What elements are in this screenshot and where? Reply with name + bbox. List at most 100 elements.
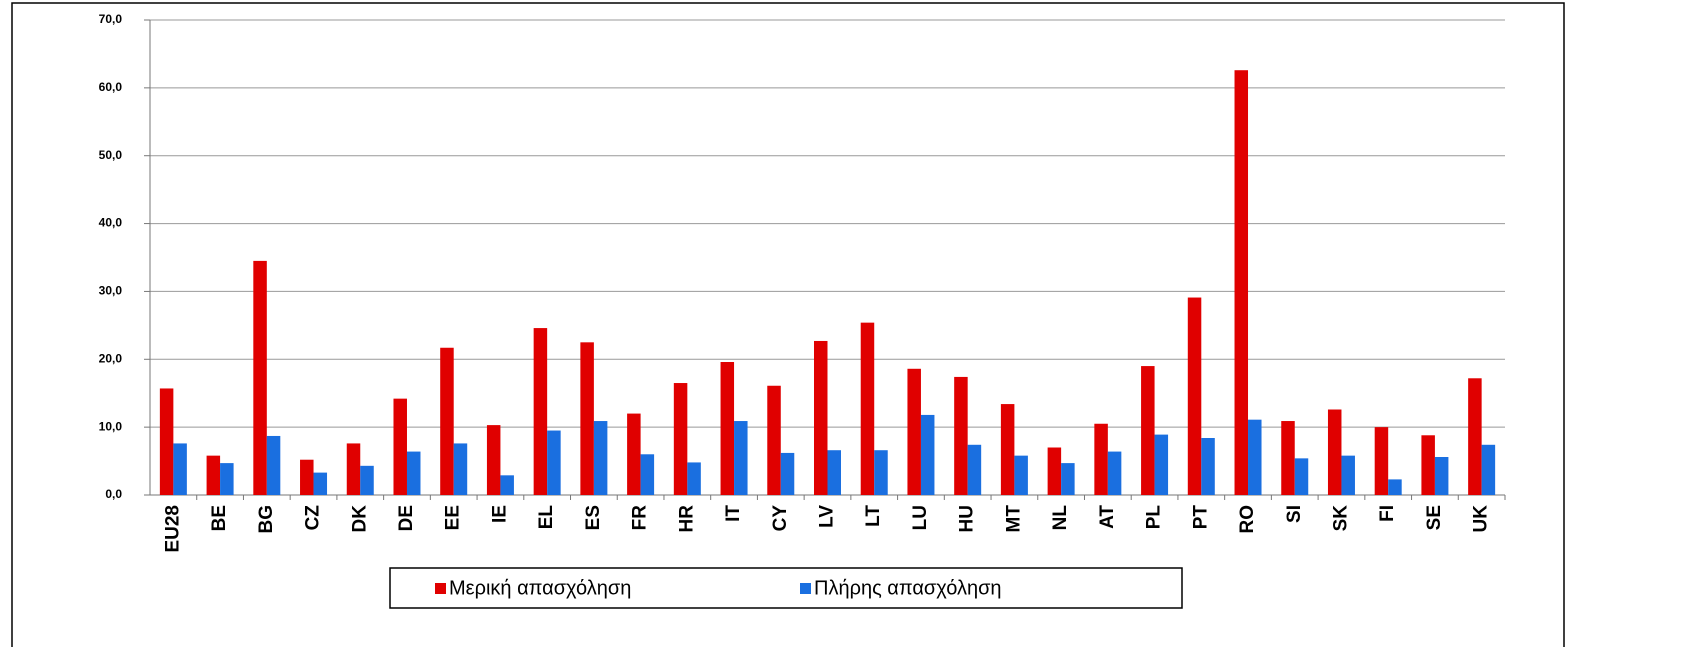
x-tick-label: CY [770, 505, 791, 532]
bar [1234, 70, 1249, 495]
bar [1248, 419, 1262, 495]
x-tick-label: FR [630, 505, 651, 531]
x-tick-label: EL [536, 505, 557, 530]
x-tick-label: BG [256, 505, 277, 534]
x-tick-label: EE [443, 505, 464, 530]
bar [1434, 457, 1449, 495]
x-tick-label: CZ [303, 505, 324, 531]
legend-label: Μερική απασχόληση [449, 577, 631, 599]
y-tick-label: 40,0 [99, 216, 123, 230]
bar [593, 421, 608, 495]
bar [440, 347, 454, 495]
x-tick-label: SK [1330, 505, 1351, 532]
x-tick-label: DE [396, 505, 417, 531]
bar [406, 451, 421, 495]
x-tick-label: IT [723, 505, 744, 522]
bar [486, 425, 501, 495]
bar [734, 421, 748, 495]
bar [1281, 421, 1295, 495]
bar [954, 376, 968, 495]
x-tick-label: DK [349, 505, 370, 533]
bar [1154, 434, 1169, 495]
bar [1201, 438, 1215, 495]
x-tick-label: IE [489, 505, 510, 523]
bar [346, 443, 361, 495]
bar [159, 388, 174, 495]
x-tick-label: HR [676, 505, 697, 533]
x-tick-label: EU28 [162, 505, 183, 553]
bar [1061, 463, 1075, 495]
bar [533, 328, 548, 495]
bar [547, 430, 561, 495]
x-tick-label: HU [957, 505, 978, 532]
bar [1421, 435, 1435, 495]
x-tick-label: PT [1190, 505, 1211, 530]
bar [220, 463, 234, 495]
y-tick-label: 20,0 [99, 351, 123, 365]
x-tick-label: NL [1050, 505, 1071, 531]
bar [206, 455, 221, 495]
y-tick-label: 10,0 [99, 419, 123, 433]
bar [300, 459, 314, 495]
bar [767, 385, 781, 495]
y-tick-label: 60,0 [99, 80, 123, 94]
bar [1341, 455, 1355, 495]
bar [673, 383, 688, 495]
legend-swatch [800, 583, 811, 594]
x-tick-label: BE [209, 505, 230, 531]
bar [360, 465, 374, 495]
x-tick-label: UK [1471, 505, 1492, 533]
bar [313, 472, 328, 495]
bar [500, 475, 514, 495]
x-tick-label: PL [1144, 505, 1165, 530]
bar [720, 362, 735, 495]
bar [253, 260, 267, 495]
bar [860, 322, 875, 495]
bar [1141, 366, 1155, 495]
x-tick-label: SE [1424, 505, 1445, 530]
bar [266, 435, 281, 495]
x-tick-label: FI [1377, 505, 1398, 522]
x-tick-label: LT [863, 505, 884, 527]
chart-frame [11, 2, 1565, 647]
x-tick-label: LU [910, 505, 931, 530]
bar [1047, 447, 1062, 495]
bar [827, 450, 841, 495]
bar [1014, 455, 1028, 495]
bar [1294, 458, 1309, 495]
bar [1468, 378, 1482, 495]
y-tick-label: 0,0 [105, 487, 122, 501]
bar [173, 443, 187, 495]
bar [874, 450, 888, 495]
x-tick-label: SI [1284, 505, 1305, 523]
legend-label: Πλήρης απασχόληση [814, 577, 1002, 599]
bar [687, 462, 701, 495]
bar [1000, 404, 1015, 495]
x-tick-label: RO [1237, 505, 1258, 534]
bar [1388, 479, 1402, 495]
bar [1481, 444, 1496, 495]
bar [1107, 451, 1122, 495]
bar [1374, 427, 1389, 495]
bar [393, 398, 407, 495]
x-tick-label: AT [1097, 505, 1118, 529]
bar [1187, 297, 1202, 495]
bar [907, 368, 921, 495]
x-tick-label: MT [1003, 505, 1024, 533]
legend-box [389, 567, 1183, 609]
bar [1094, 423, 1108, 495]
bar [580, 342, 594, 495]
x-tick-label: ES [583, 505, 604, 530]
y-tick-label: 70,0 [99, 12, 123, 26]
bar [627, 413, 641, 495]
y-tick-label: 30,0 [99, 284, 123, 298]
legend-swatch [435, 583, 446, 594]
y-tick-label: 50,0 [99, 148, 123, 162]
x-tick-label: LV [817, 505, 838, 528]
bar [920, 414, 935, 495]
bar [640, 454, 655, 495]
bar [814, 340, 828, 495]
bar [780, 452, 795, 495]
bar [1327, 409, 1342, 495]
